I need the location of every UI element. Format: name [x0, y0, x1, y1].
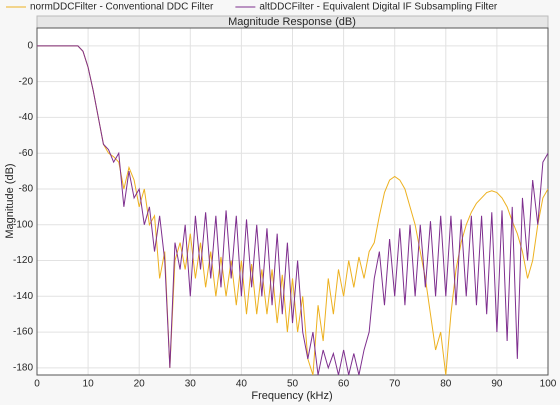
chart-title: Magnitude Response (dB): [228, 16, 356, 28]
x-tick-label: 10: [83, 379, 95, 390]
y-tick-label: -60: [19, 148, 34, 159]
y-tick-label: -160: [13, 327, 33, 338]
x-tick-label: 0: [34, 379, 40, 390]
x-tick-label: 40: [236, 379, 248, 390]
x-tick-label: 80: [440, 379, 452, 390]
series-line: [37, 45, 548, 375]
y-tick-label: -140: [13, 291, 33, 302]
y-tick-label: -80: [19, 184, 34, 195]
plot-border: [36, 27, 549, 376]
legend: normDDCFilter - Conventional DDC Filter a…: [6, 2, 498, 13]
legend-label: normDDCFilter - Conventional DDC Filter: [30, 2, 214, 13]
y-tick-label: -20: [19, 76, 34, 87]
x-tick-label: 20: [134, 379, 146, 390]
x-tick-label: 70: [389, 379, 401, 390]
y-tick-label: 0: [27, 41, 33, 52]
x-tick-label: 50: [287, 379, 299, 390]
y-tick-label: -120: [13, 255, 33, 266]
y-tick-label: -180: [13, 362, 33, 373]
legend-label: altDDCFilter - Equivalent Digital IF Sub…: [259, 2, 498, 13]
x-axis-label: Frequency (kHz): [251, 390, 332, 402]
series-line: [37, 45, 548, 375]
x-tick-label: 30: [185, 379, 197, 390]
y-tick-label: -100: [13, 219, 33, 230]
y-axis-label: Magnitude (dB): [4, 163, 16, 238]
y-tick-label: -40: [19, 112, 34, 123]
x-tick-label: 90: [491, 379, 503, 390]
x-tick-label: 60: [338, 379, 350, 390]
x-tick-label: 100: [540, 379, 557, 390]
